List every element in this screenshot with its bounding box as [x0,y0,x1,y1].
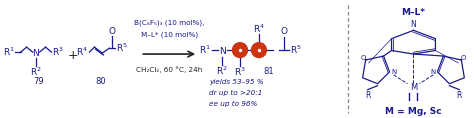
Text: dr up to >20:1: dr up to >20:1 [209,90,263,96]
Text: R$^4$: R$^4$ [253,22,265,35]
Text: O: O [109,27,116,36]
Text: R: R [365,91,370,100]
Text: N: N [410,20,416,29]
Text: ee up to 96%: ee up to 96% [209,100,257,107]
Text: R$^2$: R$^2$ [216,65,228,77]
Text: R$^5$: R$^5$ [117,42,128,54]
Text: R$^5$: R$^5$ [290,44,302,56]
Text: O: O [280,27,287,36]
Text: R$^4$: R$^4$ [76,46,89,58]
Text: R$^2$: R$^2$ [30,66,41,78]
Text: R$^3$: R$^3$ [52,46,64,58]
Text: N: N [431,69,436,75]
Text: R: R [456,91,462,100]
Text: 80: 80 [95,77,106,86]
Text: CH₂Cl₂, 60 °C, 24h: CH₂Cl₂, 60 °C, 24h [136,67,202,73]
Circle shape [233,43,247,57]
Text: R$^1$: R$^1$ [3,46,15,58]
Text: R$^1$: R$^1$ [199,44,211,56]
Text: yields 53–95 %: yields 53–95 % [209,79,264,85]
Text: M = Mg, Sc: M = Mg, Sc [385,107,442,116]
Text: 79: 79 [33,77,44,86]
Text: R$^3$: R$^3$ [234,66,246,78]
Text: N: N [32,49,39,58]
Text: M: M [410,83,417,92]
Text: O: O [361,55,366,61]
Text: N: N [219,47,226,56]
Text: +: + [67,48,78,62]
Text: N: N [391,69,396,75]
Text: M–L* (10 mol%): M–L* (10 mol%) [141,31,198,38]
Text: B(C₆F₅)₃ (10 mol%),: B(C₆F₅)₃ (10 mol%), [134,19,204,26]
Text: 81: 81 [264,67,274,76]
Circle shape [252,43,266,57]
Text: M–L*: M–L* [401,8,426,17]
Text: O: O [461,55,466,61]
